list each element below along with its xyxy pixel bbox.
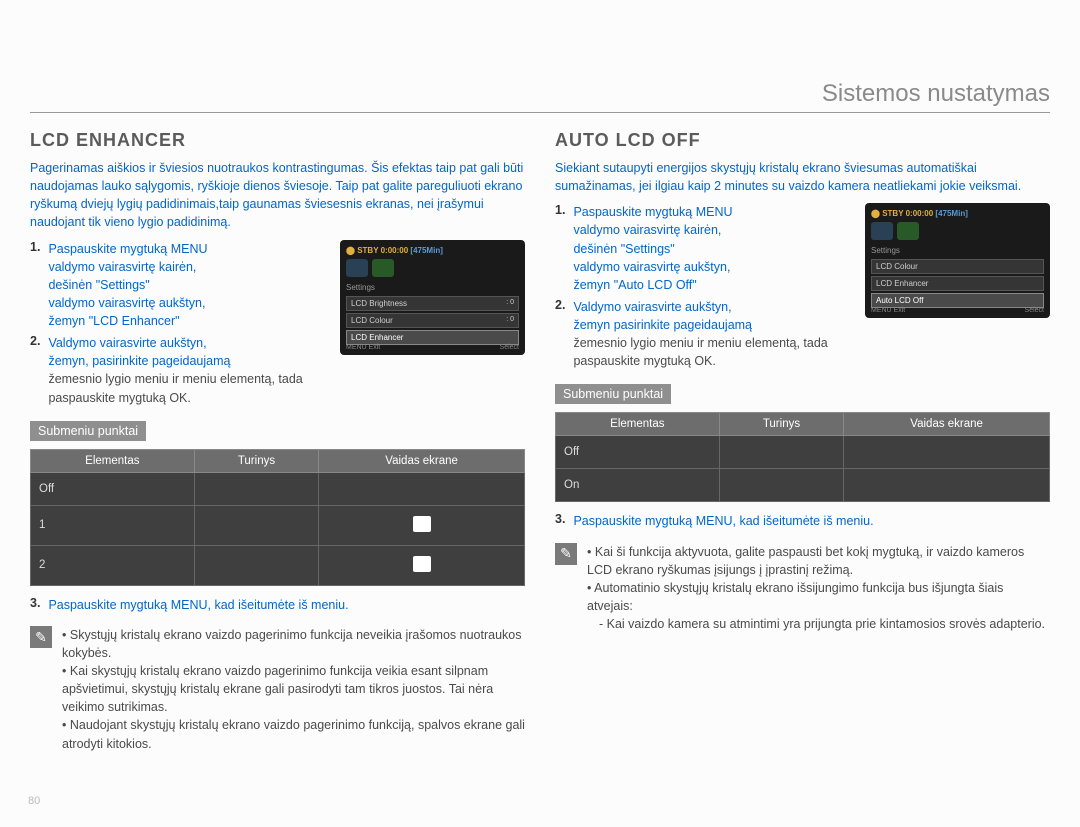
auto-lcd-off-section: AUTO LCD OFF Siekiant sutaupyti energijo… xyxy=(555,130,1050,753)
step-text: Paspauskite mygtuką MENU, kad išeitumėte… xyxy=(573,512,873,530)
note-item: Kai skystųjų kristalų ekrano vaizdo page… xyxy=(62,662,525,716)
lcd-exit: MENU Exit xyxy=(346,344,380,351)
note-item: Skystųjų kristalų ekrano vaizdo pagerini… xyxy=(62,626,525,662)
stby-label: ⬤ xyxy=(346,246,357,255)
table-header: Vaidas ekrane xyxy=(319,449,525,472)
display-icon xyxy=(413,516,431,532)
note-item: Automatinio skystųjų kristalų ekrano išs… xyxy=(587,579,1050,615)
lcd-settings-label: Settings xyxy=(346,283,519,292)
section-heading: AUTO LCD OFF xyxy=(555,130,1050,151)
table-header: Elementas xyxy=(31,449,195,472)
stby-time: STBY 0:00:00 xyxy=(357,246,408,255)
note-item: Kai ši funkcija aktyvuota, galite paspau… xyxy=(587,543,1050,579)
table-row: 1 xyxy=(31,505,525,545)
submenu-heading: Submeniu punktai xyxy=(555,384,671,404)
lcd-row: LCD Enhancer xyxy=(871,276,1044,291)
step-number: 1. xyxy=(555,203,565,294)
step-number: 1. xyxy=(30,240,40,331)
lcd-exit: MENU Exit xyxy=(871,307,905,314)
time-remaining: [475Min] xyxy=(410,246,442,255)
table-header: Turinys xyxy=(194,449,319,472)
lcd-row: LCD Colour: 0 xyxy=(346,313,519,328)
lcd-row-selected: LCD Enhancer xyxy=(346,330,519,345)
note-icon: ✎ xyxy=(555,543,577,565)
table-header: Elementas xyxy=(556,413,720,436)
page-header: Sistemos nustatymas xyxy=(30,80,1050,113)
note-block: ✎ Skystųjų kristalų ekrano vaizdo pageri… xyxy=(30,626,525,753)
table-row: 2 xyxy=(31,545,525,585)
lcd-preview: ⬤ STBY 0:00:00 [475Min] Settings LCD Col… xyxy=(865,203,1050,318)
stby-time: STBY 0:00:00 xyxy=(882,209,933,218)
lcd-settings-label: Settings xyxy=(871,246,1044,255)
lcd-select: Select xyxy=(500,344,519,351)
table-header: Turinys xyxy=(719,413,844,436)
time-remaining: [475Min] xyxy=(935,209,967,218)
submenu-table: Elementas Turinys Vaidas ekrane Off 1 2 xyxy=(30,449,525,586)
table-row: On xyxy=(556,469,1050,502)
step-text: Valdymo vairasvirte aukštyn, žemyn pasir… xyxy=(573,298,857,371)
lcd-row: LCD Colour xyxy=(871,259,1044,274)
submenu-heading: Submeniu punktai xyxy=(30,421,146,441)
table-row: Off xyxy=(31,472,525,505)
submenu-table: Elementas Turinys Vaidas ekrane Off On xyxy=(555,412,1050,502)
step-text: Paspauskite mygtuką MENU valdymo vairasv… xyxy=(573,203,732,294)
intro-text: Siekiant sutaupyti energijos skystųjų kr… xyxy=(555,159,1050,195)
lcd-tab-icon xyxy=(897,222,919,240)
step-number: 2. xyxy=(555,298,565,371)
table-row: Off xyxy=(556,436,1050,469)
step-text: Valdymo vairasvirte aukštyn, žemyn, pasi… xyxy=(48,334,332,407)
lcd-row-selected: Auto LCD Off xyxy=(871,293,1044,308)
page-number: 80 xyxy=(28,795,40,807)
step-text: Paspauskite mygtuką MENU, kad išeitumėte… xyxy=(48,596,348,614)
intro-text: Pagerinamas aiškios ir šviesios nuotrauk… xyxy=(30,159,525,232)
lcd-enhancer-section: LCD ENHANCER Pagerinamas aiškios ir švie… xyxy=(30,130,525,753)
step-number: 2. xyxy=(30,334,40,407)
note-block: ✎ Kai ši funkcija aktyvuota, galite pasp… xyxy=(555,543,1050,634)
lcd-tab-icon xyxy=(372,259,394,277)
step-number: 3. xyxy=(555,512,565,530)
step-text: Paspauskite mygtuką MENU valdymo vairasv… xyxy=(48,240,207,331)
table-header: Vaidas ekrane xyxy=(844,413,1050,436)
note-subitem: Kai vaizdo kamera su atmintimi yra priju… xyxy=(599,615,1050,633)
step-number: 3. xyxy=(30,596,40,614)
lcd-select: Select xyxy=(1025,307,1044,314)
lcd-preview: ⬤ STBY 0:00:00 [475Min] Settings LCD Bri… xyxy=(340,240,525,355)
lcd-tab-icon xyxy=(871,222,893,240)
section-heading: LCD ENHANCER xyxy=(30,130,525,151)
note-item: Naudojant skystųjų kristalų ekrano vaizd… xyxy=(62,716,525,752)
display-icon xyxy=(413,556,431,572)
note-icon: ✎ xyxy=(30,626,52,648)
stby-label: ⬤ xyxy=(871,209,882,218)
lcd-tab-icon xyxy=(346,259,368,277)
lcd-row: LCD Brightness: 0 xyxy=(346,296,519,311)
